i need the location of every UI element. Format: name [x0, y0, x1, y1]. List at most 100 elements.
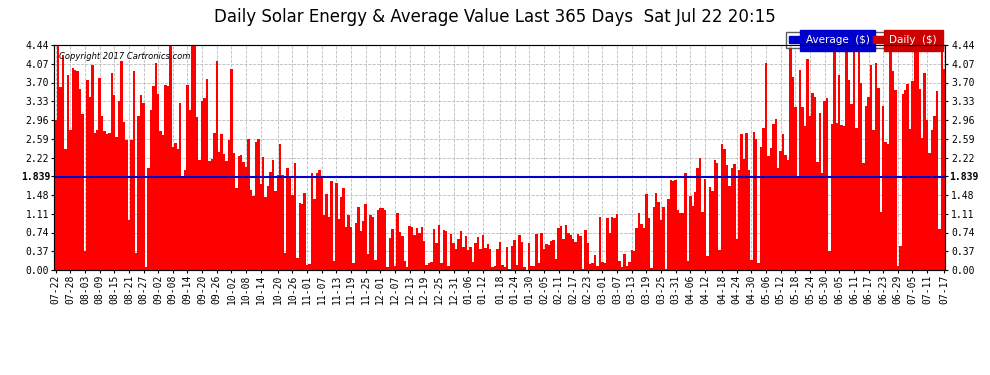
Bar: [716, 163, 719, 270]
Bar: [218, 152, 221, 270]
Bar: [559, 226, 562, 270]
Bar: [343, 188, 345, 270]
Bar: [467, 250, 469, 270]
Text: 1.839: 1.839: [949, 172, 979, 182]
Bar: [528, 243, 531, 270]
Bar: [939, 229, 940, 270]
Bar: [750, 260, 752, 270]
Bar: [829, 251, 831, 270]
Bar: [103, 131, 106, 270]
Bar: [747, 170, 750, 270]
Bar: [650, 268, 652, 270]
Bar: [802, 107, 804, 270]
Bar: [516, 265, 518, 270]
Bar: [867, 96, 870, 270]
Bar: [166, 87, 169, 270]
Bar: [745, 133, 747, 270]
Bar: [782, 134, 784, 270]
Bar: [741, 134, 742, 270]
Bar: [689, 196, 692, 270]
Bar: [819, 114, 821, 270]
Bar: [882, 106, 884, 270]
Bar: [249, 189, 252, 270]
Bar: [201, 100, 203, 270]
Bar: [64, 149, 66, 270]
Bar: [774, 119, 777, 270]
Bar: [235, 188, 238, 270]
Bar: [84, 251, 86, 270]
Bar: [223, 154, 226, 270]
Bar: [198, 160, 201, 270]
Bar: [855, 128, 857, 270]
Bar: [438, 225, 441, 270]
Bar: [552, 240, 554, 270]
Bar: [111, 73, 113, 270]
Bar: [902, 94, 904, 270]
Bar: [148, 168, 149, 270]
Bar: [847, 80, 850, 270]
Bar: [203, 98, 206, 270]
Bar: [321, 177, 323, 270]
Bar: [767, 156, 769, 270]
Bar: [362, 221, 364, 270]
Bar: [587, 243, 589, 270]
Bar: [228, 140, 231, 270]
Bar: [367, 254, 369, 270]
Bar: [349, 227, 352, 270]
Bar: [641, 224, 643, 270]
Bar: [850, 104, 852, 270]
Bar: [428, 263, 431, 270]
Bar: [834, 45, 836, 270]
Bar: [762, 128, 765, 270]
Bar: [464, 236, 467, 270]
Bar: [264, 197, 267, 270]
Bar: [645, 194, 647, 270]
Bar: [133, 71, 135, 270]
Bar: [809, 116, 811, 270]
Bar: [706, 256, 709, 270]
Bar: [899, 246, 902, 270]
Bar: [186, 84, 189, 270]
Bar: [696, 168, 699, 270]
Bar: [628, 262, 631, 270]
Bar: [130, 140, 133, 270]
Bar: [66, 75, 69, 270]
Bar: [311, 173, 313, 270]
Bar: [521, 242, 523, 270]
Bar: [248, 138, 249, 270]
Bar: [174, 143, 176, 270]
Bar: [254, 142, 257, 270]
Bar: [862, 163, 865, 270]
Bar: [841, 125, 842, 270]
Bar: [669, 180, 672, 270]
Bar: [181, 176, 184, 270]
Bar: [126, 140, 128, 270]
Bar: [714, 160, 716, 270]
Bar: [806, 59, 809, 270]
Bar: [554, 259, 557, 270]
Bar: [870, 65, 872, 270]
Bar: [577, 234, 579, 270]
Bar: [206, 79, 208, 270]
Bar: [143, 103, 145, 270]
Bar: [216, 62, 218, 270]
Bar: [692, 206, 694, 270]
Bar: [379, 208, 381, 270]
Bar: [271, 160, 274, 270]
Bar: [259, 184, 262, 270]
Bar: [306, 265, 308, 270]
Bar: [504, 267, 506, 270]
Bar: [401, 236, 404, 270]
Bar: [606, 218, 609, 270]
Bar: [731, 168, 733, 270]
Bar: [911, 81, 914, 270]
Bar: [907, 84, 909, 270]
Bar: [191, 45, 194, 270]
Bar: [446, 231, 447, 270]
Bar: [845, 45, 847, 270]
Bar: [421, 228, 423, 270]
Bar: [884, 142, 887, 270]
Bar: [208, 161, 211, 270]
Bar: [934, 116, 936, 270]
Bar: [369, 215, 372, 270]
